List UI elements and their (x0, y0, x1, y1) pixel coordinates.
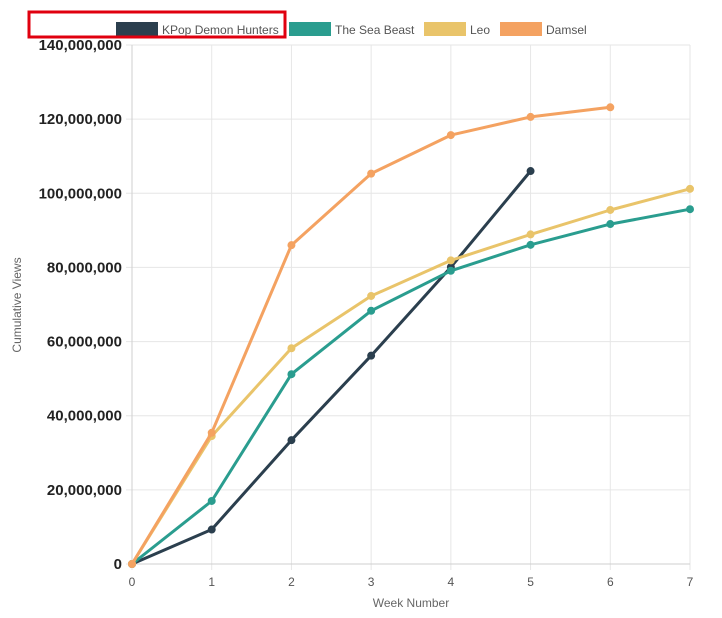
legend-swatch (424, 22, 466, 36)
data-point (606, 103, 615, 112)
legend: KPop Demon Hunters The Sea Beast Leo Damsel (116, 22, 587, 37)
y-axis-title: Cumulative Views (10, 257, 24, 352)
legend-label: The Sea Beast (335, 23, 415, 37)
x-tick-label: 2 (288, 575, 295, 589)
legend-swatch (500, 22, 542, 36)
x-tick-label: 5 (527, 575, 534, 589)
data-point (287, 241, 296, 250)
series-line (130, 187, 692, 566)
series-line (130, 207, 692, 566)
data-point (367, 306, 376, 315)
data-point (128, 560, 136, 568)
axes (131, 45, 690, 565)
y-tick-label: 100,000,000 (39, 185, 122, 202)
x-tick-label: 1 (208, 575, 215, 589)
legend-item[interactable]: Leo (424, 22, 490, 37)
data-point (686, 205, 694, 214)
data-point (287, 436, 296, 445)
data-point (446, 131, 455, 140)
data-point (287, 370, 296, 379)
y-tick-label: 120,000,000 (39, 111, 122, 128)
x-tick-label: 3 (368, 575, 375, 589)
data-point (367, 291, 376, 300)
data-point (367, 351, 376, 360)
x-axis-title: Week Number (373, 596, 449, 610)
series-group (128, 184, 694, 568)
data-point (526, 112, 535, 121)
data-point (446, 266, 455, 275)
data-point (207, 428, 216, 437)
legend-swatch (289, 22, 331, 36)
legend-label: Leo (470, 23, 490, 37)
y-tick-label: 0 (114, 556, 122, 573)
data-point (526, 167, 535, 176)
data-point (367, 169, 376, 178)
data-point (606, 220, 615, 229)
series-line (130, 169, 533, 566)
legend-item[interactable]: Damsel (500, 22, 587, 37)
legend-item[interactable]: The Sea Beast (289, 22, 415, 37)
y-axis-ticks: 0 20,000,000 40,000,000 60,000,000 80,000,00… (39, 37, 122, 573)
data-point (526, 240, 535, 249)
legend-label: KPop Demon Hunters (162, 23, 279, 37)
grid (126, 44, 691, 570)
series-group (128, 103, 615, 568)
legend-item[interactable]: KPop Demon Hunters (116, 22, 279, 37)
x-tick-label: 7 (687, 575, 694, 589)
legend-swatch (116, 22, 158, 36)
y-tick-label: 40,000,000 (47, 408, 122, 425)
series (128, 103, 694, 568)
legend-highlight-box (27, 10, 287, 39)
series-group (128, 167, 535, 568)
x-tick-label: 6 (607, 575, 614, 589)
data-point (686, 184, 694, 193)
data-point (287, 344, 296, 353)
data-point (207, 496, 216, 505)
data-point (606, 205, 615, 214)
y-tick-label: 80,000,000 (47, 259, 122, 276)
x-axis-ticks: 0 1 2 3 4 5 6 7 (129, 575, 694, 589)
x-tick-label: 0 (129, 575, 136, 589)
y-tick-label: 140,000,000 (39, 37, 122, 54)
series-group (128, 205, 694, 568)
y-tick-label: 60,000,000 (47, 334, 122, 351)
data-point (526, 230, 535, 239)
legend-label: Damsel (546, 23, 587, 37)
x-tick-label: 4 (448, 575, 455, 589)
data-point (446, 256, 455, 265)
data-point (207, 525, 216, 534)
y-tick-label: 20,000,000 (47, 482, 122, 499)
